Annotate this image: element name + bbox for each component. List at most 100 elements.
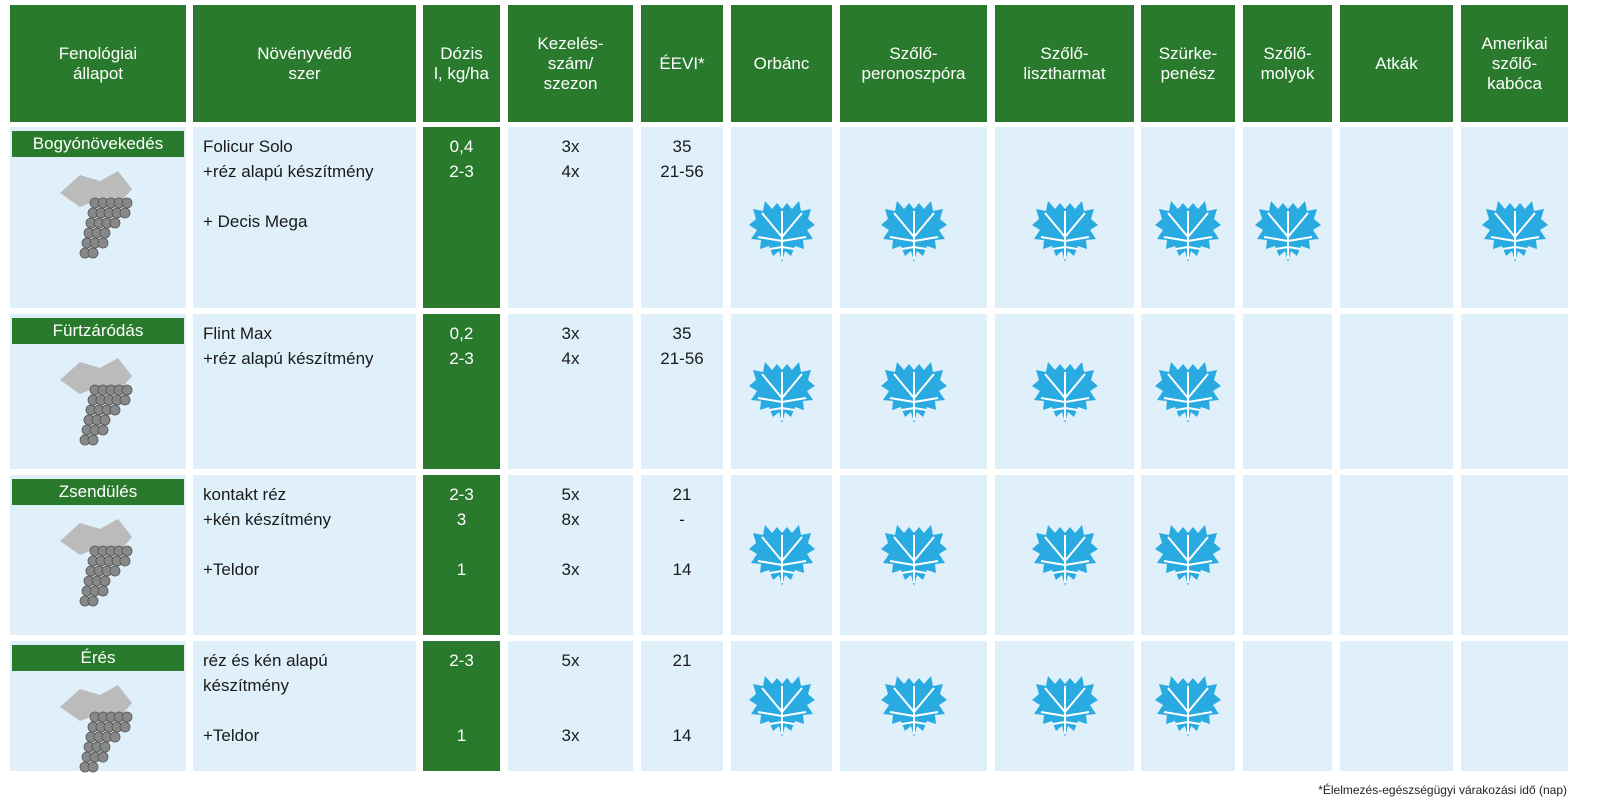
footnote: *Élelmezés-egészségügyi várakozási idő (… [1318, 783, 1567, 797]
leaf-icon [879, 520, 949, 590]
leaf-icon [879, 196, 949, 266]
header-line: penész [1161, 64, 1216, 84]
stage-label: Zsendülés [12, 479, 184, 505]
leaf-icon [1030, 671, 1100, 741]
stage-label: Érés [12, 645, 184, 671]
count-text: 4x [508, 349, 633, 369]
grape-image [40, 511, 160, 621]
table-cell [995, 314, 1134, 469]
table-cell [840, 475, 987, 635]
leaf-icon [1030, 196, 1100, 266]
dose-text: 2-3 [423, 485, 500, 505]
eevi-text: 14 [641, 726, 723, 746]
dose-text: 2-3 [423, 349, 500, 369]
count-text: 3x [508, 726, 633, 746]
header-line: állapot [73, 64, 123, 84]
page: FenológiaiállapotNövényvédőszerDózisl, k… [0, 0, 1601, 809]
table-cell [1243, 641, 1332, 771]
table-cell: Folicur Solo +réz alapú készítmény + Decis… [193, 127, 416, 308]
dose-text: 0,2 [423, 324, 500, 344]
header-line: szőlő- [1492, 54, 1537, 74]
header-cell: Orbánc [731, 5, 832, 122]
eevi-text: - [641, 510, 723, 530]
products-text: kontakt réz [203, 485, 286, 505]
header-line: szezon [544, 74, 598, 94]
leaf-icon [1153, 357, 1223, 427]
leaf-icon [1030, 357, 1100, 427]
dose-text: 2-3 [423, 162, 500, 182]
leaf-icon [879, 357, 949, 427]
leaf-icon [1153, 520, 1223, 590]
leaf-icon [1480, 196, 1550, 266]
header-line: Atkák [1375, 54, 1418, 74]
table-cell [1340, 127, 1453, 308]
eevi-text: 35 [641, 324, 723, 344]
count-text: 8x [508, 510, 633, 530]
table-cell [1141, 127, 1235, 308]
table-cell [1141, 475, 1235, 635]
grape-image [40, 163, 160, 273]
table-cell [731, 641, 832, 771]
products-text: Folicur Solo [203, 137, 293, 157]
header-line: l, kg/ha [434, 64, 489, 84]
leaf-icon [1253, 196, 1323, 266]
header-line: ÉEVI* [659, 54, 704, 74]
table-cell: 21-14 [641, 475, 723, 635]
count-text: 3x [508, 324, 633, 344]
products-text: réz és kén alapú [203, 651, 328, 671]
leaf-icon [747, 196, 817, 266]
header-line: Növényvédő [257, 44, 352, 64]
dose-text: 1 [423, 560, 500, 580]
dose-text: 3 [423, 510, 500, 530]
dose-text: 1 [423, 726, 500, 746]
eevi-text: 35 [641, 137, 723, 157]
grape-image [40, 350, 160, 460]
eevi-text: 21 [641, 651, 723, 671]
table-cell [1461, 127, 1568, 308]
table-cell [1340, 641, 1453, 771]
dose-text: 0,4 [423, 137, 500, 157]
table-cell [1461, 314, 1568, 469]
header-line: peronoszpóra [862, 64, 966, 84]
leaf-icon [879, 671, 949, 741]
eevi-text: 14 [641, 560, 723, 580]
leaf-icon [747, 520, 817, 590]
table-cell: 2-3 3 1 [423, 475, 500, 635]
table-cell [1243, 127, 1332, 308]
count-text: 4x [508, 162, 633, 182]
table-cell: 21 14 [641, 641, 723, 771]
header-cell: Szőlő-molyok [1243, 5, 1332, 122]
products-text: + Decis Mega [203, 212, 307, 232]
header-line: Amerikai [1481, 34, 1547, 54]
table-cell: Bogyónövekedés [10, 127, 186, 308]
header-line: Szőlő- [889, 44, 937, 64]
table-cell [731, 314, 832, 469]
leaf-icon [1153, 671, 1223, 741]
table-cell: Flint Max+réz alapú készítmény [193, 314, 416, 469]
table-cell [1461, 475, 1568, 635]
leaf-icon [1030, 520, 1100, 590]
table-cell [995, 641, 1134, 771]
table-cell [840, 641, 987, 771]
products-text: +réz alapú készítmény [203, 162, 374, 182]
table-cell [840, 314, 987, 469]
products-text: +Teldor [203, 726, 259, 746]
table-cell [1141, 641, 1235, 771]
stage-label: Bogyónövekedés [12, 131, 184, 157]
count-text: 3x [508, 137, 633, 157]
header-line: szám/ [548, 54, 593, 74]
header-line: Szőlő- [1263, 44, 1311, 64]
header-cell: Szőlő-lisztharmat [995, 5, 1134, 122]
